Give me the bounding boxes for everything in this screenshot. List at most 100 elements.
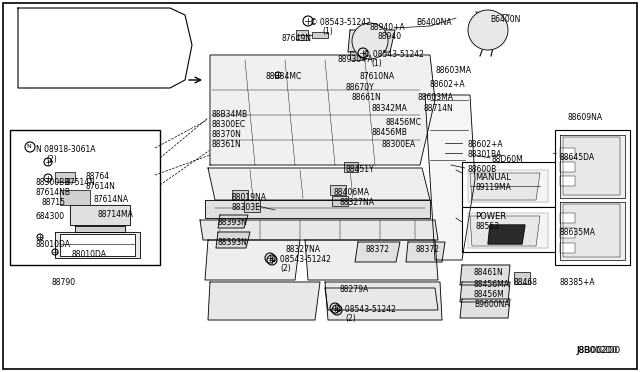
Text: 88385+A: 88385+A [560,278,596,287]
Text: 88B34MC: 88B34MC [266,72,302,81]
Bar [110,50,150,68]
Bar [312,32,328,38]
Text: 88B34MB: 88B34MB [212,110,248,119]
Polygon shape [305,240,438,280]
Text: 88300EC: 88300EC [212,120,246,129]
Polygon shape [460,265,510,285]
Polygon shape [75,226,125,232]
Text: 87649N: 87649N [281,34,311,43]
Polygon shape [406,242,445,262]
Bar [55,22,95,42]
Text: 88940: 88940 [377,32,401,41]
Text: 88406MA: 88406MA [334,188,370,197]
Text: 88010DA: 88010DA [72,250,107,259]
Bar [60,190,90,205]
Text: 89119MA: 89119MA [475,183,511,192]
Polygon shape [468,213,548,248]
Text: © 08543-51242: © 08543-51242 [270,255,331,264]
Text: B9600NA: B9600NA [474,300,509,309]
Text: 88301BA: 88301BA [468,150,502,159]
Bar [560,228,575,238]
Text: 88645DA: 88645DA [560,153,595,162]
Text: 88790: 88790 [52,278,76,287]
Bar [344,162,358,172]
Text: 88764: 88764 [85,172,109,181]
Bar [296,30,308,40]
Text: (2): (2) [280,264,291,273]
Polygon shape [470,216,540,246]
Bar [560,213,575,223]
Polygon shape [325,288,438,310]
Text: J8B002D0: J8B002D0 [576,346,617,355]
Text: 88714MA: 88714MA [98,210,134,219]
Bar [332,196,348,206]
Text: 87514N: 87514N [65,178,95,187]
Text: 88393N: 88393N [218,238,248,247]
Text: 88300EA: 88300EA [381,140,415,149]
Polygon shape [200,220,438,240]
Text: 88372: 88372 [365,245,389,254]
Circle shape [468,10,508,50]
Text: (1): (1) [322,27,333,36]
Text: 88342MA: 88342MA [372,104,408,113]
Text: 87610NA: 87610NA [360,72,395,81]
Text: 88940+A: 88940+A [370,23,406,32]
Text: 88372: 88372 [416,245,440,254]
Text: 87614NA: 87614NA [94,195,129,204]
Text: 88327NA: 88327NA [285,245,320,254]
Text: 88600B: 88600B [468,165,497,174]
Text: POWER: POWER [475,212,506,221]
Bar [232,190,248,200]
Text: 88603MA: 88603MA [435,66,471,75]
Polygon shape [460,282,510,302]
Text: (1): (1) [371,59,381,68]
Polygon shape [55,232,140,258]
Polygon shape [218,215,248,228]
Text: 88D60M: 88D60M [492,155,524,164]
Text: J8B002D0: J8B002D0 [576,346,620,355]
Text: 88602+A: 88602+A [468,140,504,149]
Text: (2): (2) [46,155,57,164]
Text: B6400NA: B6400NA [416,18,452,27]
Text: 88279A: 88279A [340,285,369,294]
Polygon shape [208,168,430,200]
Text: 88635MA: 88635MA [560,228,596,237]
Bar [110,22,150,42]
Text: MANUAL: MANUAL [475,173,511,182]
Polygon shape [425,95,475,260]
Polygon shape [18,8,192,88]
Bar [462,162,556,207]
Text: 88602+A: 88602+A [430,80,466,89]
Text: 87614N: 87614N [85,182,115,191]
Text: 88303E: 88303E [232,203,261,212]
Text: © 08543-51242: © 08543-51242 [335,305,396,314]
Polygon shape [563,137,620,195]
Polygon shape [460,299,510,318]
Text: 88456MC: 88456MC [385,118,421,127]
Polygon shape [325,282,442,320]
Text: N: N [27,144,31,150]
Polygon shape [488,225,525,244]
Text: 88670Y: 88670Y [345,83,374,92]
Text: 88019NA: 88019NA [232,193,267,202]
Polygon shape [205,200,430,218]
Bar [244,200,260,212]
Text: N 08918-3061A: N 08918-3061A [36,145,95,154]
Text: B6400N: B6400N [490,15,520,24]
Text: 88715: 88715 [42,198,66,207]
Text: 88451Y: 88451Y [346,165,374,174]
Text: 87614NB: 87614NB [36,188,71,197]
Circle shape [352,23,388,59]
Text: 88714N: 88714N [423,104,452,113]
Polygon shape [468,170,548,202]
Polygon shape [208,282,320,320]
Text: © 08543-51242: © 08543-51242 [363,50,424,59]
Text: 684300: 684300 [36,212,65,221]
Text: 88456MB: 88456MB [371,128,407,137]
Bar [555,130,630,265]
Text: 88603MA: 88603MA [418,93,454,102]
Text: 88609NA: 88609NA [568,113,603,122]
Polygon shape [560,135,625,198]
Bar [560,176,575,186]
Polygon shape [60,234,135,256]
